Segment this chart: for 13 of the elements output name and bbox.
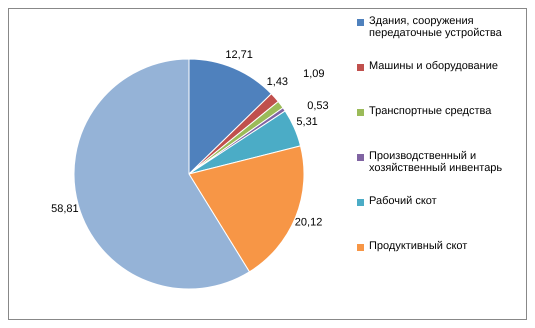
legend-label: Транспортные средства — [369, 105, 492, 117]
data-label: 20,12 — [294, 216, 322, 228]
legend-label: Рабочий скот — [369, 195, 437, 207]
legend-label: Производственный и хозяйственный инвентарь — [369, 150, 504, 174]
data-label: 1,09 — [303, 68, 325, 80]
data-label: 12,71 — [225, 49, 253, 62]
data-label: 0,53 — [307, 100, 329, 112]
legend-label: Машины и оборудование — [369, 60, 498, 72]
legend-label: Продуктивный скот — [369, 240, 468, 252]
data-label: 1,43 — [266, 76, 288, 88]
data-label: 58,81 — [51, 203, 79, 216]
data-label: 5,31 — [296, 116, 318, 128]
legend-label: Здания, сооружения передаточные устройства — [369, 15, 503, 39]
